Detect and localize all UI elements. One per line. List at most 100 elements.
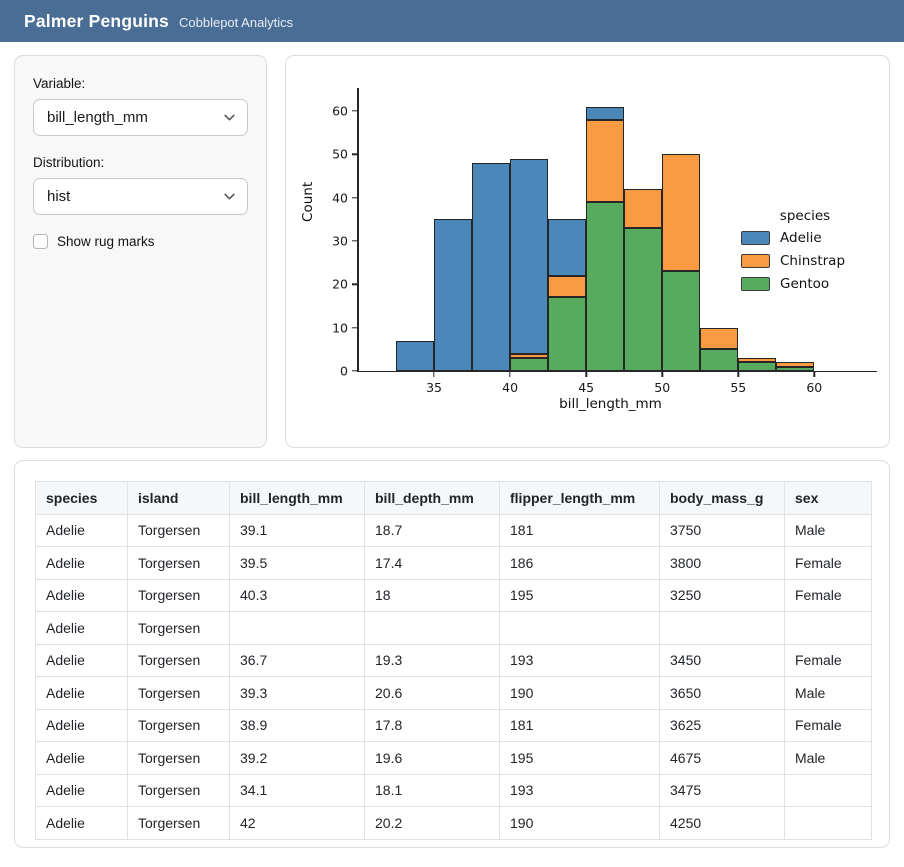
variable-select-value: bill_length_mm xyxy=(47,109,148,126)
app-header: Palmer Penguins Cobblepot Analytics xyxy=(0,0,904,42)
table-row: AdelieTorgersen4220.21904250 xyxy=(36,807,872,840)
table-cell: 181 xyxy=(500,514,660,547)
table-cell: Adelie xyxy=(36,514,128,547)
legend-swatch-icon xyxy=(741,231,770,245)
app-title: Palmer Penguins xyxy=(24,0,169,42)
chevron-down-icon xyxy=(224,193,235,200)
table-cell: 19.6 xyxy=(365,742,500,775)
histogram-bar-segment xyxy=(548,276,586,298)
table-cell: 190 xyxy=(500,807,660,840)
histogram-bar-segment xyxy=(434,219,472,371)
y-axis-spine xyxy=(357,88,359,371)
histogram-bar-segment xyxy=(738,358,776,362)
show-rug-marks-checkbox[interactable] xyxy=(33,234,48,249)
x-tick-mark xyxy=(814,371,815,377)
table-cell: 18.7 xyxy=(365,514,500,547)
histogram-bar-segment xyxy=(548,297,586,371)
table-row: AdelieTorgersen39.517.41863800Female xyxy=(36,547,872,580)
x-tick-mark xyxy=(738,371,739,377)
table-cell: 40.3 xyxy=(230,579,365,612)
table-cell: 195 xyxy=(500,742,660,775)
table-cell: 17.4 xyxy=(365,547,500,580)
table-cell: Adelie xyxy=(36,644,128,677)
x-tick-label: 60 xyxy=(806,380,822,395)
y-tick-mark xyxy=(352,370,358,371)
table-cell: 17.8 xyxy=(365,709,500,742)
table-row: AdelieTorgersen xyxy=(36,612,872,645)
table-row: AdelieTorgersen36.719.31933450Female xyxy=(36,644,872,677)
table-cell: 18.1 xyxy=(365,774,500,807)
column-header: bill_length_mm xyxy=(230,482,365,515)
penguins-table: speciesislandbill_length_mmbill_depth_mm… xyxy=(35,481,872,840)
distribution-select[interactable]: hist xyxy=(33,178,248,215)
table-header-row: speciesislandbill_length_mmbill_depth_mm… xyxy=(36,482,872,515)
table-cell: Female xyxy=(785,709,872,742)
legend-label: Gentoo xyxy=(780,276,829,292)
table-cell: 36.7 xyxy=(230,644,365,677)
table-cell: Torgersen xyxy=(128,677,230,710)
histogram-bar-segment xyxy=(700,349,738,371)
table-row: AdelieTorgersen39.219.61954675Male xyxy=(36,742,872,775)
chevron-down-icon xyxy=(224,114,235,121)
x-tick-label: 45 xyxy=(578,380,594,395)
legend-entry: Gentoo xyxy=(741,276,869,292)
column-header: species xyxy=(36,482,128,515)
histogram-bar-segment xyxy=(776,362,814,366)
table-cell: Female xyxy=(785,644,872,677)
y-tick-mark xyxy=(352,154,358,155)
column-header: bill_depth_mm xyxy=(365,482,500,515)
app-subtitle: Cobblepot Analytics xyxy=(179,2,293,44)
table-cell: 42 xyxy=(230,807,365,840)
variable-select[interactable]: bill_length_mm xyxy=(33,99,248,136)
table-cell: Adelie xyxy=(36,579,128,612)
table-cell: Adelie xyxy=(36,742,128,775)
histogram-bar-segment xyxy=(510,358,548,371)
data-table-card: speciesislandbill_length_mmbill_depth_mm… xyxy=(14,460,890,848)
y-tick-label: 30 xyxy=(332,234,348,249)
x-tick-mark xyxy=(662,371,663,377)
y-tick-mark xyxy=(352,197,358,198)
histogram-bar-segment xyxy=(472,163,510,371)
histogram-bar-segment xyxy=(624,228,662,371)
table-cell: 3750 xyxy=(660,514,785,547)
x-tick-mark xyxy=(433,371,434,377)
table-cell: 34.1 xyxy=(230,774,365,807)
table-cell: 3625 xyxy=(660,709,785,742)
legend-title: species xyxy=(741,208,869,224)
chart-legend: species AdelieChinstrapGentoo xyxy=(741,208,869,299)
table-cell: 3475 xyxy=(660,774,785,807)
column-header: body_mass_g xyxy=(660,482,785,515)
table-cell: 195 xyxy=(500,579,660,612)
histogram-bar-segment xyxy=(738,362,776,371)
table-cell: Adelie xyxy=(36,774,128,807)
table-cell: Adelie xyxy=(36,677,128,710)
table-cell: 18 xyxy=(365,579,500,612)
table-cell xyxy=(230,612,365,645)
table-cell: Torgersen xyxy=(128,612,230,645)
histogram-bar-segment xyxy=(624,189,662,228)
histogram-card: Count bill_length_mm 0102030405060354045… xyxy=(285,55,890,448)
x-tick-label: 40 xyxy=(502,380,518,395)
legend-label: Chinstrap xyxy=(780,253,845,269)
table-cell: Female xyxy=(785,547,872,580)
column-header: island xyxy=(128,482,230,515)
y-tick-mark xyxy=(352,284,358,285)
table-cell: Torgersen xyxy=(128,742,230,775)
table-row: AdelieTorgersen34.118.11933475 xyxy=(36,774,872,807)
table-row: AdelieTorgersen40.3181953250Female xyxy=(36,579,872,612)
table-cell: Adelie xyxy=(36,612,128,645)
table-cell: 186 xyxy=(500,547,660,580)
y-tick-mark xyxy=(352,327,358,328)
histogram-bar-segment xyxy=(586,202,624,371)
table-cell: 193 xyxy=(500,774,660,807)
table-cell: 20.6 xyxy=(365,677,500,710)
table-cell: 3800 xyxy=(660,547,785,580)
table-cell: Torgersen xyxy=(128,709,230,742)
distribution-label: Distribution: xyxy=(33,155,248,170)
histogram-bar-segment xyxy=(700,328,738,350)
table-cell: 4675 xyxy=(660,742,785,775)
table-cell: Adelie xyxy=(36,709,128,742)
table-cell: Torgersen xyxy=(128,644,230,677)
table-cell xyxy=(365,612,500,645)
rug-marks-row: Show rug marks xyxy=(33,234,248,249)
